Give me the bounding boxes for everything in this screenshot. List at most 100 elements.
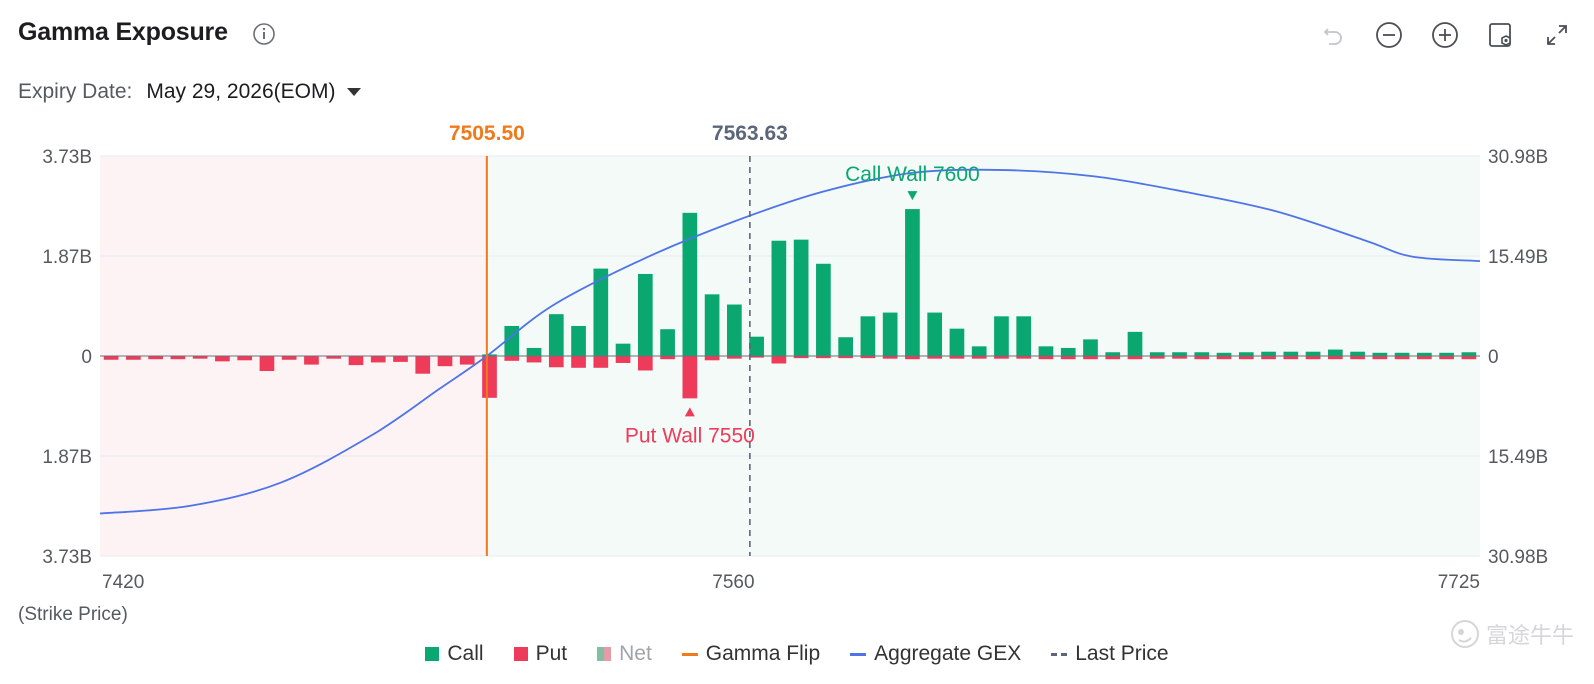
put-bar [1350,356,1365,360]
put-bar [882,356,898,359]
gamma-flip-swatch [681,652,698,656]
call-bar [949,328,965,356]
undo-icon[interactable] [1316,18,1350,52]
call-bar [727,304,742,356]
call-bar [771,240,787,356]
legend-item-aggregate-gex[interactable]: Aggregate GEX [850,642,1021,666]
put-bar [1261,356,1276,360]
call-bar [593,268,609,356]
put-bar [1372,356,1388,360]
put-bar [259,356,275,372]
put-wall-label: Put Wall 7550 [625,424,755,447]
put-bar [1105,356,1121,360]
left-axis-tick-label: 0 [81,347,92,368]
expiry-dropdown[interactable]: May 29, 2026(EOM) [146,80,362,104]
call-bar [1261,351,1276,356]
put-bar [1461,356,1477,360]
last-price-swatch [1051,652,1068,656]
put-bar [1172,356,1187,359]
expiry-label: Expiry Date: [18,80,133,103]
put-bar [971,356,987,359]
put-bar [927,356,943,359]
call-bar [882,312,898,356]
call-bar [1060,347,1076,356]
legend-call-label: Call [447,642,484,665]
aggregate-gex-line [99,168,1481,515]
call-bar [482,354,497,356]
put-bar [415,356,431,374]
put-bar [771,356,787,364]
call-bar [793,239,809,356]
put-bar [727,356,742,359]
put-bar [905,356,920,360]
right-axis-tick-label: 30.98B [1488,147,1548,168]
right-axis-tick-label: 30.98B [1488,547,1548,568]
put-bar [637,356,653,371]
call-bar [1016,316,1032,356]
call-bar [816,263,831,356]
call-bar [927,312,943,356]
put-bar [1083,356,1098,360]
put-bar [793,356,809,359]
call-bar [1127,331,1143,356]
page-title: Gamma Exposure [18,18,228,46]
x-tick-label: 7725 [1438,572,1480,593]
call-bar [1327,349,1343,356]
net-swatch [597,647,612,661]
left-axis-tick-label: 3.73B [42,147,92,168]
put-bar [482,356,497,398]
put-bar [326,356,342,359]
x-tick-label: 7420 [102,572,144,593]
call-bar [1172,352,1187,356]
brand-logo-icon [1450,620,1479,648]
call-bar [1238,352,1254,356]
put-bar [393,356,408,362]
put-bar [148,356,163,360]
chart-toolbar [1316,18,1574,52]
legend-gamma-flip-label: Gamma Flip [705,642,821,665]
call-bar [1149,352,1165,356]
left-axis-tick-label: 3.73B [42,547,92,568]
zoom-in-icon[interactable] [1428,18,1462,52]
call-swatch [425,647,440,661]
put-bar [1283,356,1299,360]
caret-down-icon [347,88,362,96]
call-bar [637,273,653,356]
call-bar [1461,352,1477,356]
legend-item-put[interactable]: Put [513,642,567,666]
x-tick-label: 7560 [712,572,754,593]
zoom-out-icon[interactable] [1372,18,1406,52]
call-bar [1083,339,1098,356]
call-bar [860,316,876,356]
fullscreen-icon[interactable] [1540,18,1574,52]
put-bar [215,356,230,362]
info-icon[interactable] [252,22,276,46]
put-bar [615,356,631,363]
put-bar [370,356,386,363]
put-bar [1149,356,1165,359]
call-bar [1305,351,1321,356]
put-bar [749,356,764,358]
put-bar [1305,356,1321,360]
call-bar [1417,352,1432,356]
chart-legend: Call Put Net Gamma Flip Aggregate GEX La… [0,642,1594,666]
call-bar [704,294,720,356]
legend-item-net[interactable]: Net [597,642,652,666]
put-bar [1439,356,1454,360]
put-bar [949,356,965,359]
put-bar [304,356,319,365]
put-bar [1060,356,1076,360]
gamma-exposure-chart: 3.73B 30.98B 1.87B 15.49B 0 0 1.87B 15.49B 3.73B… [18,122,1548,625]
call-bar [615,343,631,356]
legend-item-call[interactable]: Call [425,642,484,666]
right-axis-tick-label: 15.49B [1488,247,1548,268]
legend-item-gamma-flip[interactable]: Gamma Flip [681,642,821,666]
legend-item-last-price[interactable]: Last Price [1051,642,1169,666]
call-bar [749,336,764,356]
right-axis-tick-label: 0 [1488,347,1499,368]
call-bar [1038,346,1054,356]
put-bar [1194,356,1210,360]
screenshot-settings-icon[interactable] [1484,18,1518,52]
put-bar [1327,356,1343,360]
call-bar [905,209,920,356]
